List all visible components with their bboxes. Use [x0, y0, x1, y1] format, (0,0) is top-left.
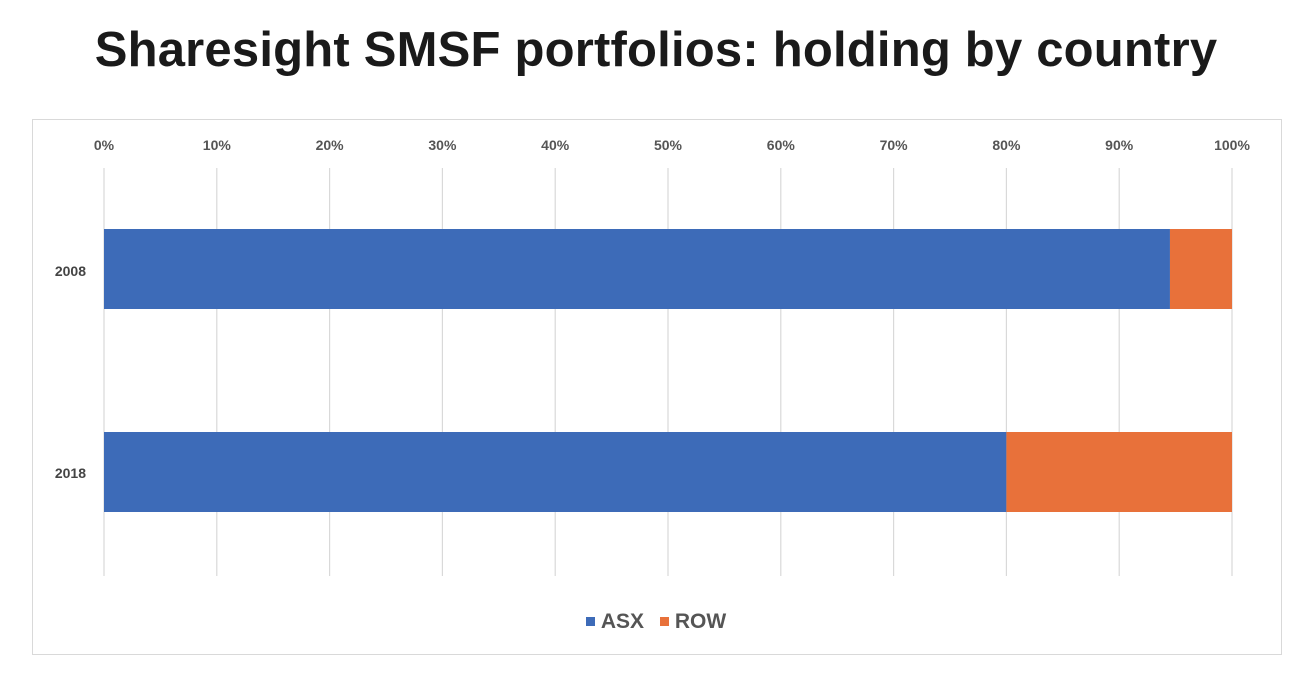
- x-tick-label: 60%: [767, 137, 796, 153]
- category-label: 2018: [55, 465, 86, 481]
- legend: ASX ROW: [0, 608, 1312, 634]
- x-tick-label: 100%: [1214, 137, 1250, 153]
- bar-row-2018: [1006, 432, 1232, 512]
- legend-label-asx: ASX: [600, 609, 644, 633]
- chart-title: Sharesight SMSF portfolios: holding by c…: [94, 23, 1218, 77]
- x-tick-label: 0%: [94, 137, 115, 153]
- bar-asx-2018: [104, 432, 1007, 512]
- legend-item-row: ROW: [659, 609, 727, 634]
- legend-swatch-asx: [585, 617, 595, 626]
- bar-row-2008: [1169, 229, 1232, 309]
- x-tick-label: 50%: [654, 137, 683, 153]
- legend-label-row: ROW: [674, 609, 727, 633]
- x-tick-label: 70%: [880, 137, 909, 153]
- category-label: 2008: [55, 263, 86, 279]
- x-tick-label: 80%: [992, 137, 1021, 153]
- x-tick-label: 20%: [316, 137, 345, 153]
- x-tick-label: 10%: [203, 137, 232, 153]
- x-tick-label: 90%: [1105, 137, 1134, 153]
- x-tick-label: 40%: [541, 137, 570, 153]
- bar-asx-2008: [104, 229, 1170, 309]
- x-tick-label: 30%: [428, 137, 457, 153]
- legend-item-asx: ASX: [585, 609, 644, 634]
- chart-frame: [32, 119, 1282, 655]
- legend-swatch-row: [659, 617, 669, 626]
